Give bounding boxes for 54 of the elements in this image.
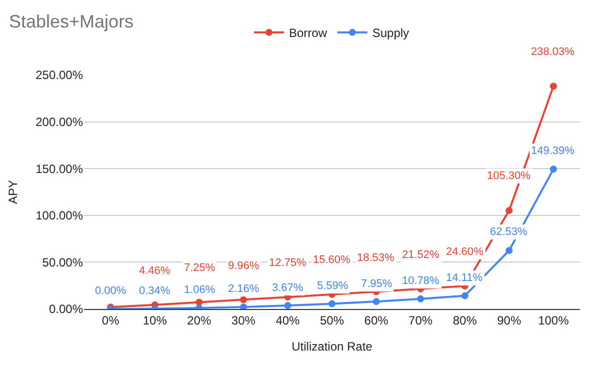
data-label: 0.34%	[139, 285, 170, 297]
point	[372, 298, 380, 306]
y-tick-label: 0.00%	[48, 302, 84, 316]
data-label: 14.11%	[446, 272, 483, 284]
x-tick-label: 50%	[320, 313, 344, 328]
data-label: 7.95%	[361, 278, 392, 290]
data-label: 10.78%	[402, 275, 440, 287]
data-label: 7.25%	[184, 262, 216, 274]
y-axis-title: APY	[6, 180, 20, 204]
data-label: 9.96%	[228, 260, 260, 272]
x-tick-label: 10%	[142, 313, 168, 328]
data-label: 62.53%	[490, 226, 528, 238]
x-tick-label: 30%	[231, 313, 256, 328]
y-tick-label: 100.00%	[36, 208, 84, 223]
point	[240, 303, 247, 309]
data-label: 12.75%	[269, 257, 307, 269]
point	[506, 246, 513, 254]
x-tick-label: 20%	[187, 313, 212, 328]
y-tick-label: 50.00%	[42, 255, 84, 270]
data-label: 2.16%	[228, 283, 260, 295]
data-label: 21.52%	[402, 249, 440, 261]
data-label: 5.59%	[317, 280, 348, 292]
chart-title: Stables+Majors	[9, 11, 134, 32]
y-tick-label: 150.00%	[36, 162, 84, 176]
point	[550, 82, 557, 90]
legend-label: Supply	[372, 26, 410, 40]
x-tick-label: 80%	[452, 313, 478, 328]
x-tick-label: 90%	[497, 313, 522, 328]
x-tick-label: 40%	[276, 313, 300, 328]
point	[328, 300, 336, 308]
data-label: 18.53%	[357, 252, 395, 264]
y-tick-label: 250.00%	[36, 68, 84, 82]
data-label: 4.46%	[139, 265, 170, 277]
x-tick-label: 0%	[102, 313, 120, 328]
x-tick-label: 60%	[364, 313, 389, 328]
point	[417, 295, 424, 302]
x-tick-label: 100%	[538, 313, 570, 328]
x-tick-label: 70%	[408, 313, 433, 328]
point	[240, 296, 247, 304]
x-axis-title: Utilization Rate	[292, 339, 373, 354]
point	[550, 166, 557, 173]
data-label: 105.30%	[487, 170, 531, 182]
data-label: 15.60%	[313, 254, 351, 266]
point	[284, 302, 292, 309]
data-label: 1.06%	[184, 284, 216, 296]
y-tick-label: 200.00%	[36, 115, 84, 129]
data-label: 0.00%	[95, 285, 126, 297]
point	[461, 292, 468, 300]
data-label: 238.03%	[531, 46, 575, 58]
data-label: 149.39%	[531, 145, 575, 157]
legend-label: Borrow	[289, 26, 328, 40]
data-label: 3.67%	[272, 282, 304, 294]
data-label: 24.60%	[446, 246, 484, 258]
point	[506, 206, 513, 214]
